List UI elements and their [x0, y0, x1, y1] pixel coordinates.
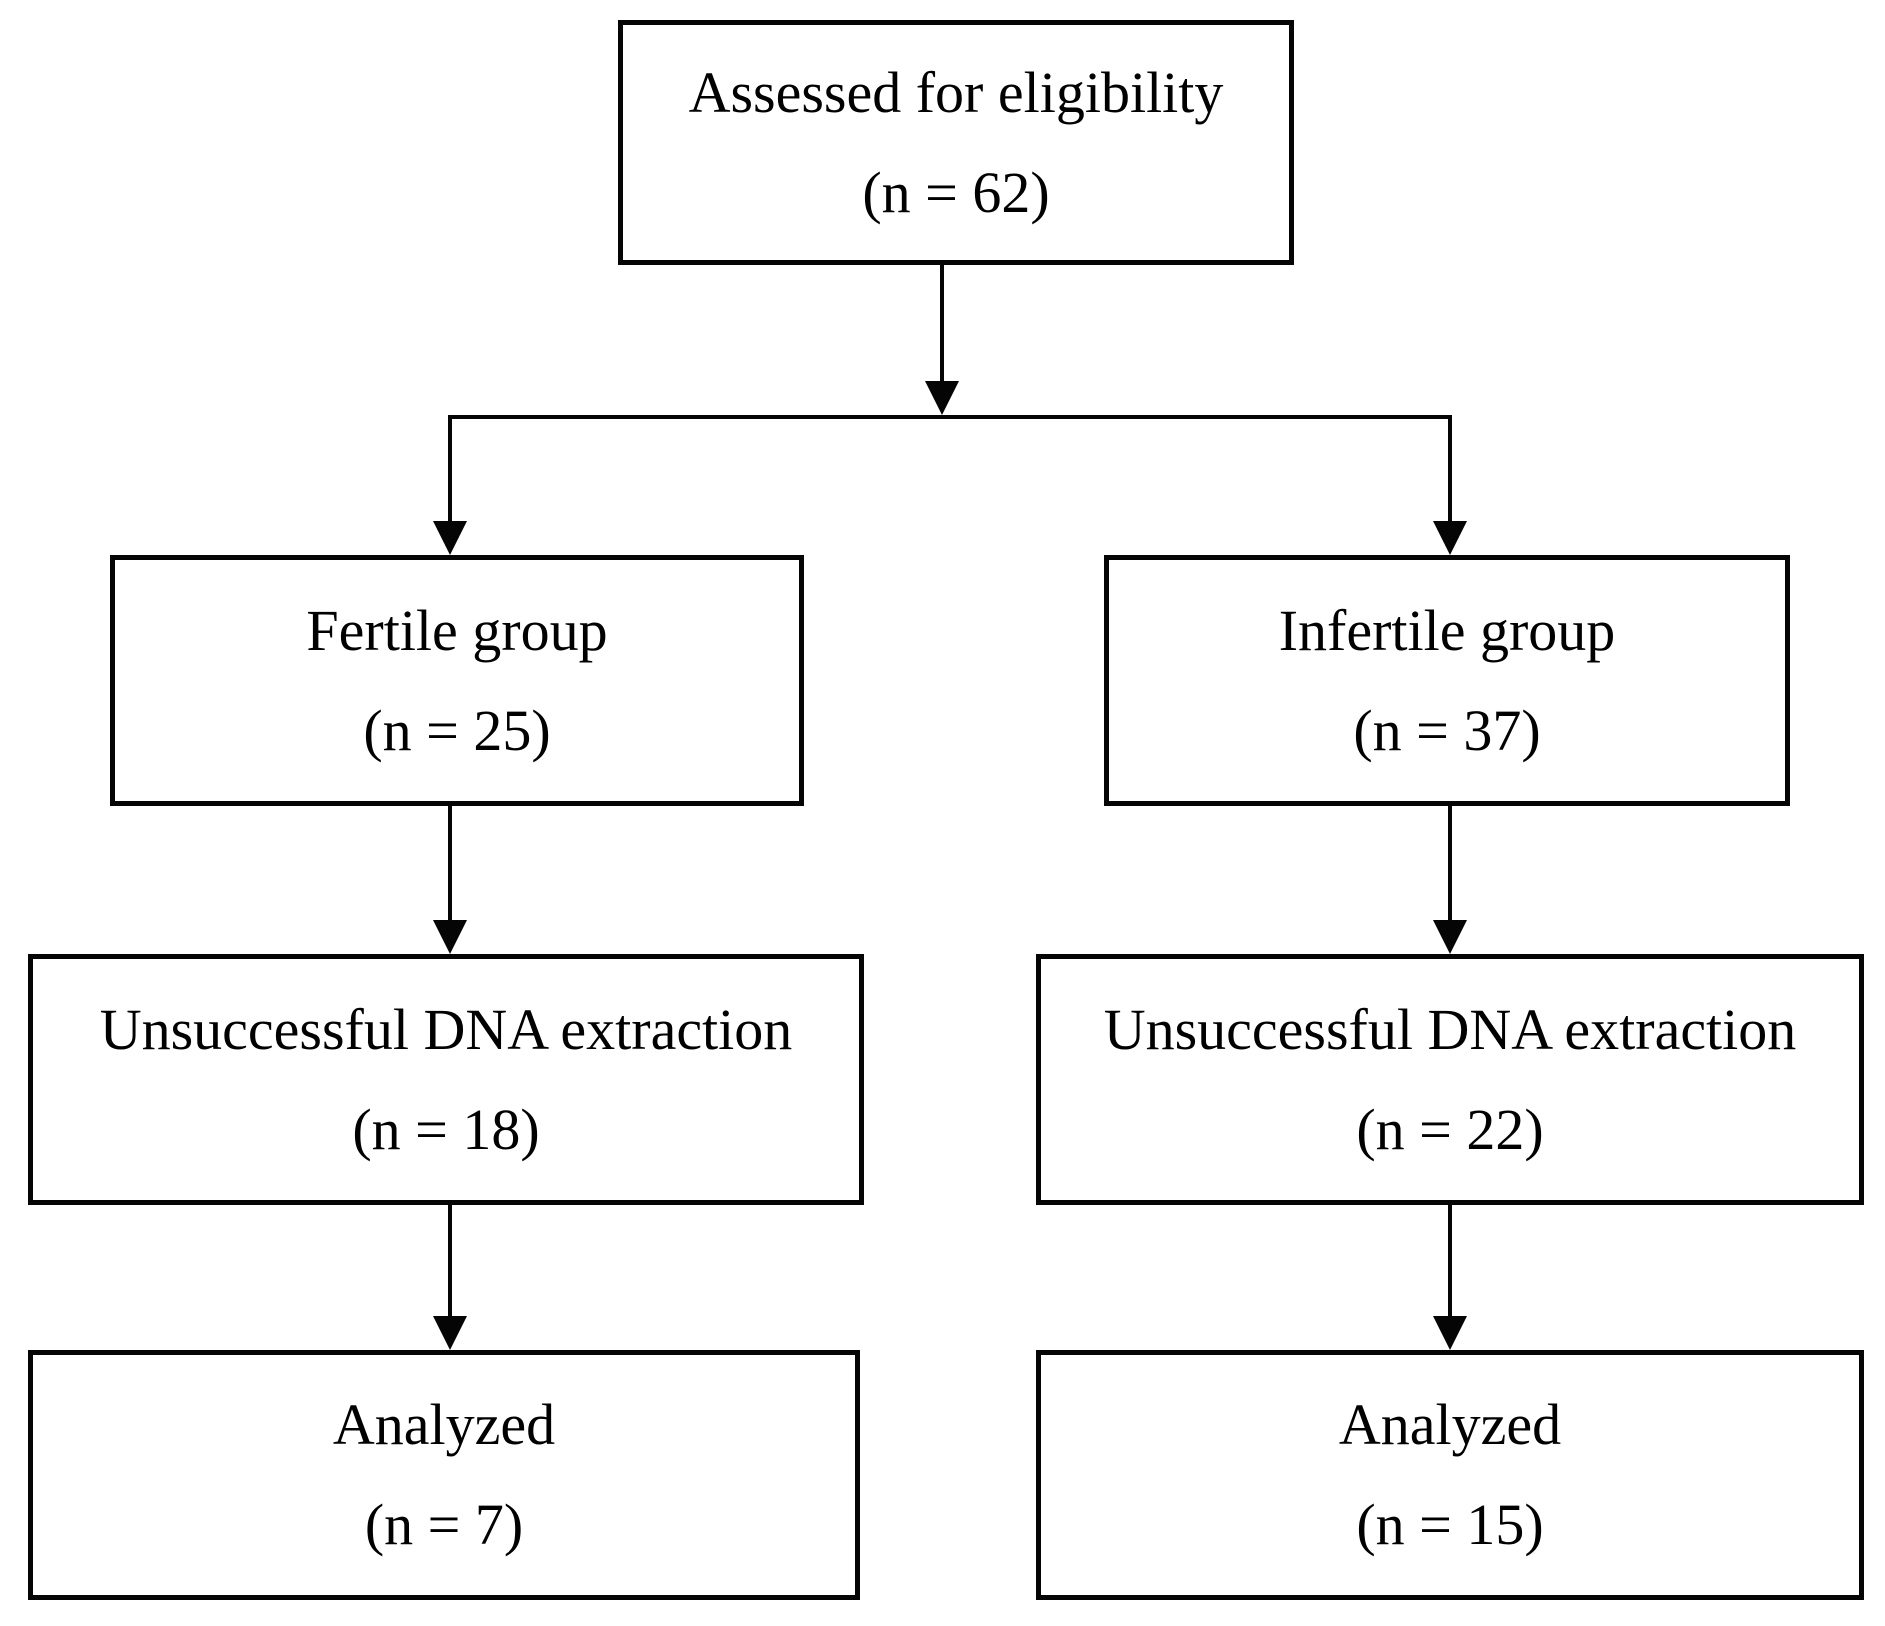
- node-count: (n = 15): [1356, 1492, 1544, 1557]
- node-count: (n = 22): [1356, 1096, 1544, 1162]
- node-count: (n = 37): [1353, 697, 1541, 763]
- arrowhead-down-icon: [433, 920, 467, 954]
- node-fertile-analyzed: Analyzed (n = 7): [28, 1350, 860, 1600]
- arrowhead-down-icon: [1433, 920, 1467, 954]
- edge-branch-left-stem: [448, 415, 452, 521]
- node-label: Infertile group: [1278, 597, 1616, 663]
- node-label: Unsuccessful DNA extraction: [1103, 996, 1797, 1062]
- node-assessed-for-eligibility: Assessed for eligibility (n = 62): [618, 20, 1294, 265]
- edge-infertile-dna-to-analyzed-stem: [1448, 1203, 1452, 1316]
- arrowhead-down-icon: [925, 381, 959, 415]
- edge-assessed-stem: [940, 265, 944, 381]
- arrowhead-down-icon: [433, 521, 467, 555]
- node-count: (n = 62): [862, 159, 1050, 225]
- edge-branch-horizontal-line: [448, 415, 1452, 419]
- node-count: (n = 18): [352, 1096, 540, 1162]
- node-infertile-group: Infertile group (n = 37): [1104, 555, 1790, 806]
- node-count: (n = 7): [364, 1492, 524, 1557]
- edge-fertile-dna-to-analyzed-stem: [448, 1203, 452, 1316]
- node-label: Analyzed: [1338, 1392, 1562, 1457]
- node-label: Analyzed: [332, 1392, 556, 1457]
- node-infertile-unsuccessful-dna-extraction: Unsuccessful DNA extraction (n = 22): [1036, 954, 1864, 1205]
- node-label: Assessed for eligibility: [688, 59, 1224, 125]
- arrowhead-down-icon: [1433, 1316, 1467, 1350]
- edge-fertile-to-dna-stem: [448, 804, 452, 920]
- node-fertile-group: Fertile group (n = 25): [110, 555, 804, 806]
- node-infertile-analyzed: Analyzed (n = 15): [1036, 1350, 1864, 1600]
- edge-branch-right-stem: [1448, 415, 1452, 521]
- node-label: Unsuccessful DNA extraction: [99, 996, 793, 1062]
- node-count: (n = 25): [363, 697, 551, 763]
- node-label: Fertile group: [306, 597, 608, 663]
- arrowhead-down-icon: [433, 1316, 467, 1350]
- edge-infertile-to-dna-stem: [1448, 804, 1452, 920]
- arrowhead-down-icon: [1433, 521, 1467, 555]
- node-fertile-unsuccessful-dna-extraction: Unsuccessful DNA extraction (n = 18): [28, 954, 864, 1205]
